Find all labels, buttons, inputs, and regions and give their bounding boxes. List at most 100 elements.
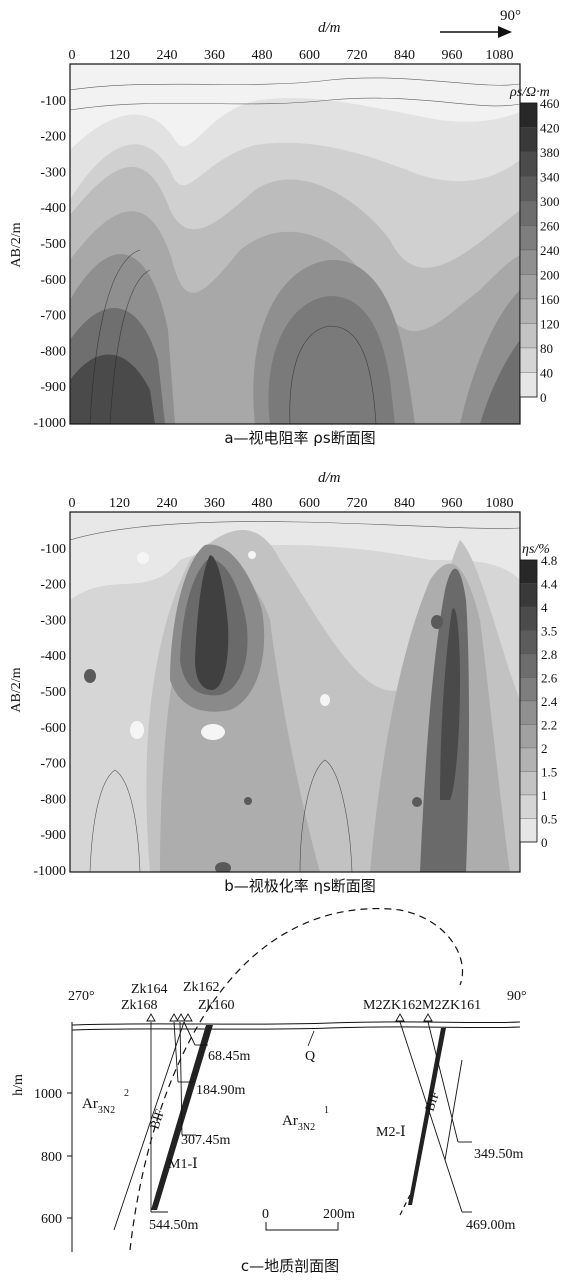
b-legend-swatch xyxy=(519,583,538,608)
a-legend-swatch xyxy=(519,323,538,349)
b-legend-swatch xyxy=(519,677,538,702)
b-legend-label: 0 xyxy=(541,835,548,850)
polarizability-section-panel: d/m 0 120 240 360 480 600 720 840 960 1080 -100-2… xyxy=(9,470,558,895)
x-ticks-b: 0 120 240 360 480 600 720 840 960 1080 xyxy=(69,496,514,517)
a-y-tick-label: -300 xyxy=(40,165,66,180)
a-x-tick-label: 360 xyxy=(204,48,225,63)
fold-trace-dashed xyxy=(129,908,464,1251)
b-legend-swatch xyxy=(519,700,538,725)
b-x-tick-label: 960 xyxy=(442,496,463,511)
b-y-tick-label: -400 xyxy=(40,649,66,664)
a-legend-swatch xyxy=(519,274,538,300)
stratigraphic-unit-right: Ar3N2 1 xyxy=(282,1105,329,1133)
y-tick-800: 800 xyxy=(41,1150,72,1165)
b-x-tick-label: 600 xyxy=(299,496,320,511)
x-ticks-a: 0 120 240 360 480 600 720 840 960 1080 xyxy=(69,48,514,69)
b-legend-swatch xyxy=(519,747,538,772)
b-legend-label: 2.4 xyxy=(541,694,558,709)
a-legend-label: 260 xyxy=(540,219,560,234)
b-legend-label: 4.8 xyxy=(541,553,557,568)
b-legend-swatch xyxy=(519,818,538,843)
a-legend-swatch xyxy=(519,372,538,398)
orebody-label-m2: M2-Ⅰ xyxy=(376,1125,406,1140)
a-legend-label: 420 xyxy=(540,121,560,136)
a-x-tick-label: 240 xyxy=(157,48,178,63)
orebody-label-m1: M1-Ⅰ xyxy=(168,1157,198,1172)
direction-label-a: 90° xyxy=(500,8,521,24)
a-legend-swatch xyxy=(519,249,538,275)
b-legend-swatch xyxy=(519,794,538,819)
bif-label-m2: BIF xyxy=(422,1089,443,1113)
a-x-tick-label: 720 xyxy=(347,48,368,63)
b-legend-label: 1.5 xyxy=(541,765,557,780)
a-legend-swatch xyxy=(519,298,538,324)
x-axis-label-a: d/m xyxy=(318,20,341,36)
a-legend-swatch xyxy=(519,200,538,226)
a-legend-label: 0 xyxy=(540,390,547,405)
a-legend-label: 460 xyxy=(540,96,560,111)
a-x-tick-label: 600 xyxy=(299,48,320,63)
a-x-tick-label: 120 xyxy=(109,48,130,63)
svg-text:0: 0 xyxy=(262,1207,269,1222)
ground-surface-line xyxy=(71,1021,521,1026)
quaternary-label: Q xyxy=(305,1049,315,1064)
b-legend-frame xyxy=(519,559,538,843)
borehole-collars xyxy=(146,1013,433,1022)
borehole-traces xyxy=(113,1021,472,1231)
b-x-tick-label: 0 xyxy=(69,496,76,511)
b-y-tick-label: -1000 xyxy=(33,864,66,879)
b-legend-label: 2 xyxy=(541,741,548,756)
a-y-tick-label: -500 xyxy=(40,237,66,252)
polarizability-contour-fill xyxy=(70,512,520,872)
geological-section-panel: h/m 1000 800 600 270° 90° xyxy=(11,908,527,1275)
a-legend-swatch xyxy=(519,102,538,128)
depth-184-90: 184.90m xyxy=(196,1083,246,1098)
b-x-tick-label: 240 xyxy=(157,496,178,511)
x-axis-label-b: d/m xyxy=(318,470,341,486)
b-x-tick-label: 720 xyxy=(347,496,368,511)
a-y-tick-label: -1000 xyxy=(33,416,66,431)
a-y-tick-label: -200 xyxy=(40,130,66,145)
borehole-m2zk162: M2ZK162 xyxy=(363,998,422,1013)
a-y-tick-label: -600 xyxy=(40,273,66,288)
svg-text:1: 1 xyxy=(324,1105,329,1116)
b-y-tick-label: -600 xyxy=(40,721,66,736)
b-legend-label: 0.5 xyxy=(541,812,557,827)
a-legend-swatch xyxy=(519,127,538,153)
b-legend-swatch xyxy=(519,630,538,655)
a-legend-label: 300 xyxy=(540,194,560,209)
a-y-tick-label: -800 xyxy=(40,344,66,359)
borehole-zk162: Zk162 xyxy=(183,980,220,995)
caption-a: a—视电阻率 ρs断面图 xyxy=(224,429,375,447)
y-ticks-a: -100 -200 -300 -400 -500 -600 -700 -800 -900 -100… xyxy=(33,94,75,431)
borehole-zk168: Zk168 xyxy=(121,998,158,1013)
resistivity-section-panel: d/m 90° 0 120 240 360 480 600 720 840 960 1080 -1… xyxy=(9,8,560,447)
y-tick-600: 600 xyxy=(41,1212,72,1227)
a-legend-label: 200 xyxy=(540,268,560,283)
quaternary-base-line xyxy=(71,1026,521,1031)
depth-544-50: 544.50m xyxy=(149,1218,199,1233)
b-legend-swatch xyxy=(519,559,538,584)
a-x-tick-label: 840 xyxy=(394,48,415,63)
depth-469-00: 469.00m xyxy=(466,1218,516,1233)
a-legend-label: 380 xyxy=(540,145,560,160)
b-legend-label: 2.2 xyxy=(541,718,557,733)
b-legend-label: 1 xyxy=(541,788,548,803)
b-x-tick-label: 1080 xyxy=(486,496,514,511)
left-direction-label: 270° xyxy=(68,989,95,1004)
depth-68-45: 68.45m xyxy=(208,1049,251,1064)
b-legend-swatch xyxy=(519,771,538,796)
svg-text:2: 2 xyxy=(124,1088,129,1099)
legend-a: 460 420 380 340 300 260 240 200 160 120 80 40 0 xyxy=(519,96,560,405)
a-legend-label: 160 xyxy=(540,292,560,307)
a-legend-swatch xyxy=(519,225,538,251)
y-axis-label-c: h/m xyxy=(11,1074,26,1096)
orebody-m2-bif xyxy=(408,1028,446,1205)
b-legend-swatch xyxy=(519,724,538,749)
svg-text:Ar3N2: Ar3N2 xyxy=(82,1096,115,1116)
b-y-tick-label: -500 xyxy=(40,685,66,700)
caption-b: b—视极化率 ηs断面图 xyxy=(224,877,376,895)
legend-title-a: ρs/Ω·m xyxy=(509,85,550,100)
a-x-tick-label: 480 xyxy=(252,48,273,63)
a-y-tick-label: -900 xyxy=(40,380,66,395)
